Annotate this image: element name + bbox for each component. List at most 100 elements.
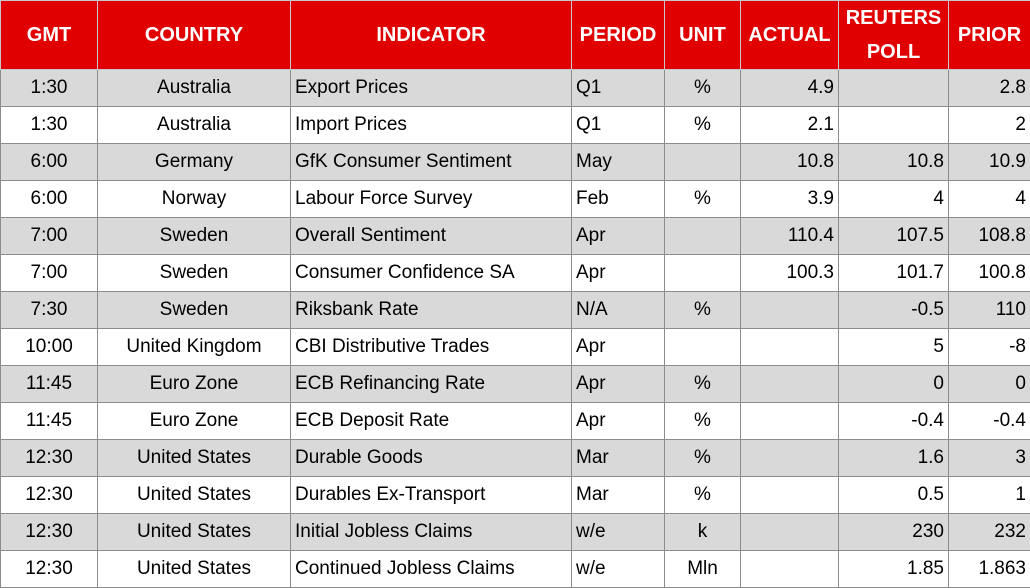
table-cell: Q1 (572, 107, 665, 144)
table-cell: 0.5 (839, 477, 949, 514)
table-cell: 110 (949, 292, 1030, 329)
table-cell: w/e (572, 514, 665, 551)
table-cell: Germany (98, 144, 291, 181)
table-cell: Mln (665, 551, 741, 588)
table-cell: Sweden (98, 292, 291, 329)
table-cell: -8 (949, 329, 1030, 366)
table-cell: Q1 (572, 70, 665, 107)
table-cell: -0.4 (839, 403, 949, 440)
table-cell: 100.3 (741, 255, 839, 292)
table-cell: 230 (839, 514, 949, 551)
table-cell: Consumer Confidence SA (291, 255, 572, 292)
table-cell: 12:30 (1, 477, 98, 514)
column-header: UNIT (665, 1, 741, 70)
table-cell: Overall Sentiment (291, 218, 572, 255)
table-cell: Sweden (98, 255, 291, 292)
table-cell: 12:30 (1, 440, 98, 477)
table-cell (741, 477, 839, 514)
table-cell: k (665, 514, 741, 551)
table-cell: 7:00 (1, 218, 98, 255)
table-cell (741, 403, 839, 440)
table-cell: 10.8 (741, 144, 839, 181)
table-cell: Continued Jobless Claims (291, 551, 572, 588)
table-cell: w/e (572, 551, 665, 588)
table-cell: Apr (572, 329, 665, 366)
table-cell: 7:00 (1, 255, 98, 292)
table-cell: 7:30 (1, 292, 98, 329)
table-cell: Euro Zone (98, 403, 291, 440)
table-cell: 1:30 (1, 70, 98, 107)
table-cell: 232 (949, 514, 1030, 551)
table-cell: Norway (98, 181, 291, 218)
table-cell: 1.85 (839, 551, 949, 588)
table-cell: Durables Ex-Transport (291, 477, 572, 514)
table-cell (665, 144, 741, 181)
table-cell: Euro Zone (98, 366, 291, 403)
table-cell (741, 292, 839, 329)
table-cell: 1:30 (1, 107, 98, 144)
table-cell: ECB Deposit Rate (291, 403, 572, 440)
table-cell: % (665, 366, 741, 403)
table-cell (741, 440, 839, 477)
table-cell: 6:00 (1, 144, 98, 181)
table-cell: Labour Force Survey (291, 181, 572, 218)
table-cell: 5 (839, 329, 949, 366)
table-cell: United States (98, 514, 291, 551)
table-cell: Import Prices (291, 107, 572, 144)
column-header: INDICATOR (291, 1, 572, 70)
table-cell (839, 70, 949, 107)
table-cell: CBI Distributive Trades (291, 329, 572, 366)
table-cell: 4.9 (741, 70, 839, 107)
table-cell: United States (98, 440, 291, 477)
table-cell: 100.8 (949, 255, 1030, 292)
table-cell: GfK Consumer Sentiment (291, 144, 572, 181)
table-cell: 6:00 (1, 181, 98, 218)
table-cell: Australia (98, 70, 291, 107)
table-cell (665, 218, 741, 255)
table-cell: 0 (839, 366, 949, 403)
table-cell: 11:45 (1, 403, 98, 440)
table-cell: -0.4 (949, 403, 1030, 440)
table-cell: 101.7 (839, 255, 949, 292)
column-header: PRIOR (949, 1, 1030, 70)
table-cell: Mar (572, 440, 665, 477)
table-cell: 4 (949, 181, 1030, 218)
table-cell (741, 514, 839, 551)
table-cell: 12:30 (1, 514, 98, 551)
table-cell: Riksbank Rate (291, 292, 572, 329)
table-cell: Sweden (98, 218, 291, 255)
table-cell: 2.1 (741, 107, 839, 144)
table-cell: Durable Goods (291, 440, 572, 477)
column-header: PERIOD (572, 1, 665, 70)
table-cell: 1 (949, 477, 1030, 514)
table-cell: % (665, 440, 741, 477)
column-header: GMT (1, 1, 98, 70)
table-cell: ECB Refinancing Rate (291, 366, 572, 403)
table-cell: 3.9 (741, 181, 839, 218)
column-header: ACTUAL (741, 1, 839, 70)
table-cell: May (572, 144, 665, 181)
table-cell: 4 (839, 181, 949, 218)
table-cell: 10.9 (949, 144, 1030, 181)
table-cell: 0 (949, 366, 1030, 403)
table-cell: Apr (572, 218, 665, 255)
table-cell: United States (98, 477, 291, 514)
table-cell: 10.8 (839, 144, 949, 181)
table-cell: Apr (572, 366, 665, 403)
